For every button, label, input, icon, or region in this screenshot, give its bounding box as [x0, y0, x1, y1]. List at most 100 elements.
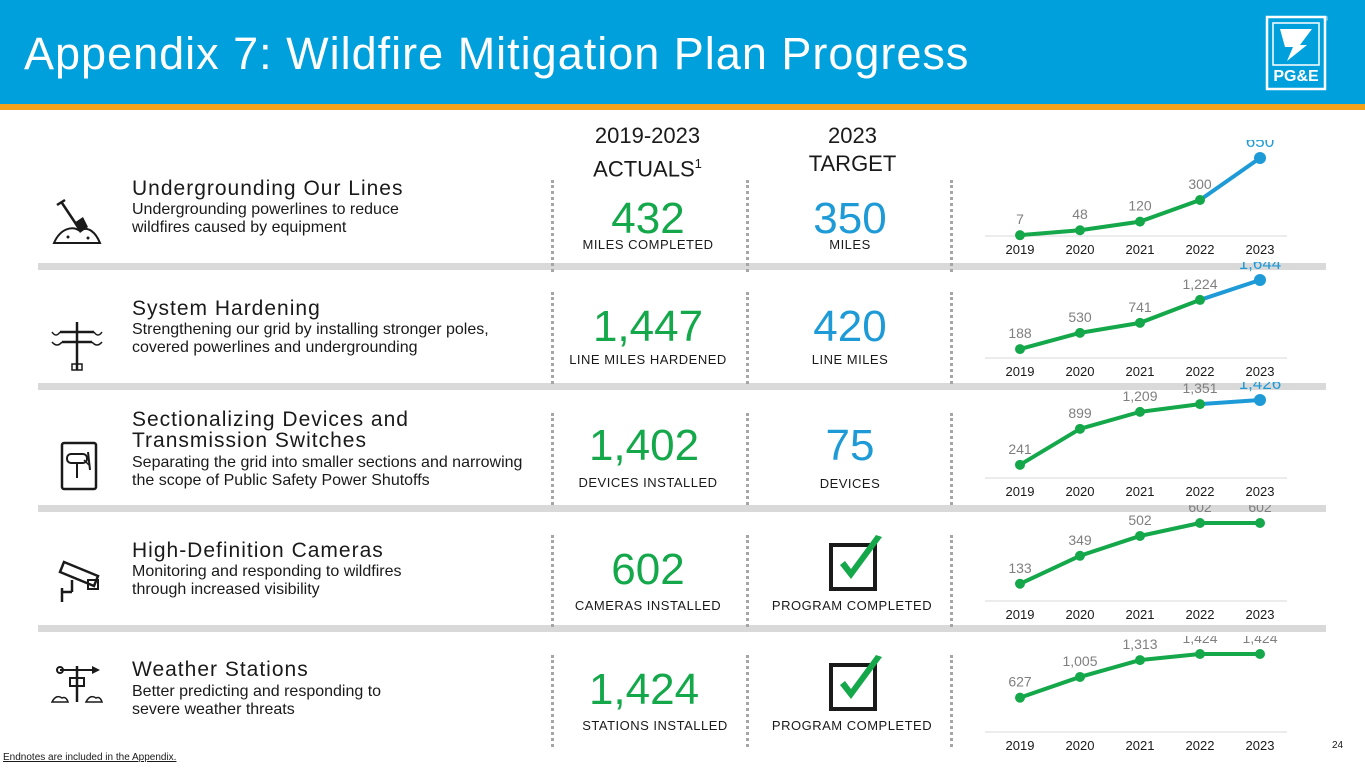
chart-line-segment [1139, 298, 1201, 325]
chart-point [1075, 671, 1085, 682]
chart-point [1195, 518, 1205, 528]
actual-unit-weather-stations: STATIONS INSTALLED [582, 718, 728, 733]
row-desc-sectionalizing: Separating the grid into smaller section… [132, 454, 523, 489]
security-camera-icon [58, 560, 100, 602]
actuals-column-heading: 2019-2023 ACTUALS1 [555, 122, 740, 183]
actual-value-weather-stations: 1,424 [588, 665, 700, 714]
chart-tick-label: 2021 [1126, 484, 1155, 499]
logo-registered-mark: ® [1324, 16, 1329, 23]
column-separator [746, 413, 749, 505]
column-separator [551, 655, 554, 747]
chart-data-label: 241 [1008, 441, 1032, 457]
chart-tick-label: 2023 [1246, 364, 1275, 379]
chart-data-label: 1,313 [1122, 636, 1157, 652]
column-separator [551, 535, 554, 627]
column-separator [950, 292, 953, 384]
chart-line-segment [1079, 219, 1141, 233]
chart-point [1015, 692, 1025, 703]
chart-point [1015, 230, 1025, 241]
chart-undergrounding: 7 2019 48 2020 120 2021 300 2022 650 2023 [985, 140, 1287, 257]
chart-point [1135, 317, 1145, 328]
checkbox-checked-icon [829, 535, 882, 591]
chart-tick-label: 2021 [1126, 242, 1155, 257]
chart-tick-label: 2021 [1126, 364, 1155, 379]
chart-line-segment [1019, 675, 1081, 700]
chart-point [1075, 550, 1085, 561]
target-value-sectionalizing: 75 [825, 421, 875, 470]
chart-tick-label: 2020 [1066, 242, 1095, 257]
actual-value-hd-cameras: 602 [611, 545, 685, 594]
chart-point [1255, 649, 1265, 659]
chart-line-segment [1198, 156, 1262, 202]
chart-point [1255, 518, 1265, 528]
target-unit-system-hardening: LINE MILES [811, 352, 889, 367]
chart-data-label: 133 [1008, 560, 1032, 576]
row-desc-hd-cameras: Monitoring and responding to wildfires t… [132, 563, 402, 598]
target-value-undergrounding: 350 [813, 194, 887, 243]
chart-point [1254, 394, 1266, 406]
row-divider [38, 263, 1326, 270]
target-value-system-hardening: 420 [813, 302, 887, 351]
chart-point [1135, 530, 1145, 541]
chart-point [1195, 294, 1205, 305]
chart-line-segment [1079, 320, 1141, 335]
row-divider [38, 383, 1326, 390]
chart-data-label: 1,426 [1239, 382, 1282, 393]
chart-data-label: 188 [1008, 325, 1032, 341]
chart-tick-label: 2019 [1006, 738, 1035, 753]
endnote-link[interactable]: Endnotes are included in the Appendix. [3, 752, 177, 763]
target-unit-sectionalizing: DEVICES [819, 476, 881, 491]
chart-data-label: 1,424 [1242, 636, 1277, 646]
chart-line-segment [1199, 398, 1261, 407]
chart-sectionalizing: 241 2019 899 2020 1,209 2021 1,351 2022 1,426 202… [985, 382, 1287, 499]
chart-data-label: 627 [1008, 674, 1032, 690]
target-column-heading: 2023 TARGET [765, 122, 940, 178]
chart-line-segment [1018, 427, 1082, 467]
row-desc-weather-stations: Better predicting and responding to seve… [132, 683, 382, 718]
chart-data-label: 1,644 [1239, 262, 1282, 273]
row-title-sectionalizing: Sectionalizing Devices and Transmission … [132, 408, 409, 452]
checkbox-checked-icon [829, 655, 882, 711]
chart-data-label: 530 [1068, 309, 1092, 325]
chart-line-segment [1079, 658, 1141, 679]
weather-station-icon [50, 666, 104, 703]
chart-tick-label: 2020 [1066, 484, 1095, 499]
row-desc-system-hardening: Strengthening our grid by installing str… [132, 321, 489, 356]
chart-point [1015, 459, 1025, 470]
column-separator [746, 535, 749, 627]
chart-point [1075, 327, 1085, 338]
chart-tick-label: 2019 [1006, 242, 1035, 257]
utility-pole-icon [51, 322, 103, 371]
chart-line-segment [1079, 534, 1141, 558]
chart-tick-label: 2020 [1066, 364, 1095, 379]
target-unit-undergrounding: MILES [829, 237, 871, 252]
shovel-icon [52, 198, 102, 244]
target-heading-label: TARGET [808, 151, 897, 176]
actual-value-sectionalizing: 1,402 [588, 421, 700, 470]
chart-data-label: 1,005 [1062, 653, 1097, 669]
chart-hd-cameras: 133 2019 349 2020 502 2021 602 2022 602 2023 [985, 505, 1287, 622]
chart-data-label: 7 [1016, 211, 1024, 227]
actual-unit-undergrounding: MILES COMPLETED [582, 237, 714, 252]
header-stripe [0, 104, 1365, 110]
chart-tick-label: 2023 [1246, 242, 1275, 257]
chart-tick-label: 2023 [1246, 484, 1275, 499]
chart-data-label: 1,209 [1122, 388, 1157, 404]
chart-line-segment [1139, 402, 1201, 414]
column-separator [950, 535, 953, 627]
chart-line-segment [1019, 553, 1081, 586]
chart-data-label: 300 [1188, 176, 1212, 192]
chart-point [1075, 225, 1085, 236]
chart-data-label: 1,224 [1182, 276, 1217, 292]
column-separator [551, 413, 554, 505]
row-divider [38, 505, 1326, 512]
chart-data-label: 120 [1128, 198, 1152, 214]
column-separator [746, 655, 749, 747]
chart-point [1195, 195, 1205, 205]
chart-point [1254, 152, 1266, 164]
chart-data-label: 1,424 [1182, 636, 1217, 646]
chart-point [1254, 274, 1266, 286]
header-bar [0, 0, 1365, 104]
chart-data-label: 349 [1068, 532, 1092, 548]
actual-value-system-hardening: 1,447 [592, 302, 704, 351]
